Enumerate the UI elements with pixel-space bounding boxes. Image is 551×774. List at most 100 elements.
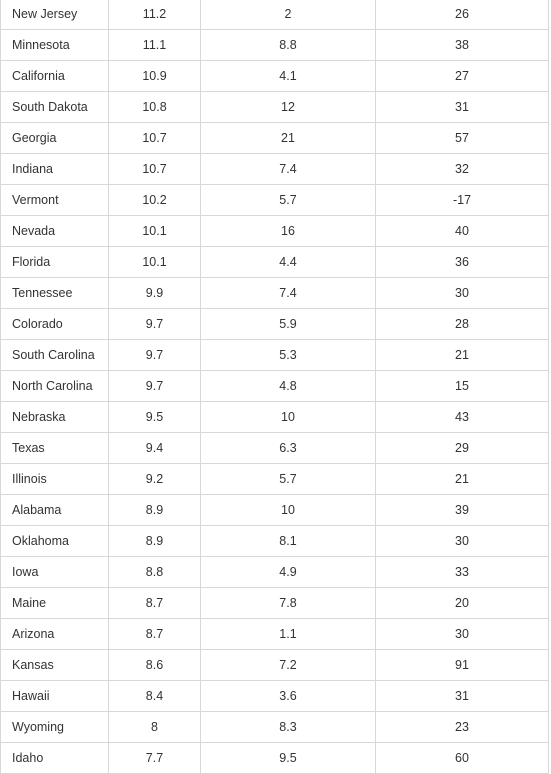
value-3-cell: 30	[375, 277, 549, 309]
state-cell: Georgia	[0, 122, 109, 154]
state-cell: Oklahoma	[0, 525, 109, 557]
state-cell: Illinois	[0, 463, 109, 495]
table-row: South Dakota 10.8 12 31	[0, 91, 549, 123]
value-1-cell: 10.1	[108, 246, 201, 278]
value-1-cell: 9.7	[108, 339, 201, 371]
value-1-cell: 11.1	[108, 29, 201, 61]
value-3-cell: 60	[375, 742, 549, 774]
value-2-cell: 5.3	[200, 339, 376, 371]
value-2-cell: 5.9	[200, 308, 376, 340]
value-1-cell: 7.7	[108, 742, 201, 774]
state-cell: North Carolina	[0, 370, 109, 402]
table-row: Iowa 8.8 4.9 33	[0, 556, 549, 588]
value-2-cell: 10	[200, 494, 376, 526]
table-row: Kansas 8.6 7.2 91	[0, 649, 549, 681]
state-cell: Wyoming	[0, 711, 109, 743]
value-3-cell: 91	[375, 649, 549, 681]
value-3-cell: 15	[375, 370, 549, 402]
table-row: Georgia 10.7 21 57	[0, 122, 549, 154]
state-cell: Arizona	[0, 618, 109, 650]
value-2-cell: 5.7	[200, 463, 376, 495]
value-3-cell: 29	[375, 432, 549, 464]
table-row: Wyoming 8 8.3 23	[0, 711, 549, 743]
value-2-cell: 7.4	[200, 153, 376, 185]
value-3-cell: 27	[375, 60, 549, 92]
table-row: Oklahoma 8.9 8.1 30	[0, 525, 549, 557]
state-cell: Vermont	[0, 184, 109, 216]
value-2-cell: 10	[200, 401, 376, 433]
table-row: California 10.9 4.1 27	[0, 60, 549, 92]
state-cell: Indiana	[0, 153, 109, 185]
table-row: Texas 9.4 6.3 29	[0, 432, 549, 464]
state-cell: Nebraska	[0, 401, 109, 433]
value-3-cell: 30	[375, 525, 549, 557]
value-1-cell: 8.7	[108, 587, 201, 619]
value-2-cell: 9.5	[200, 742, 376, 774]
value-3-cell: 40	[375, 215, 549, 247]
state-cell: Nevada	[0, 215, 109, 247]
state-cell: Tennessee	[0, 277, 109, 309]
value-1-cell: 9.2	[108, 463, 201, 495]
value-2-cell: 4.9	[200, 556, 376, 588]
value-1-cell: 9.7	[108, 308, 201, 340]
value-3-cell: 21	[375, 339, 549, 371]
value-1-cell: 8	[108, 711, 201, 743]
value-1-cell: 10.7	[108, 153, 201, 185]
table-row: Minnesota 11.1 8.8 38	[0, 29, 549, 61]
value-1-cell: 10.7	[108, 122, 201, 154]
state-cell: Texas	[0, 432, 109, 464]
value-1-cell: 9.4	[108, 432, 201, 464]
state-cell: Iowa	[0, 556, 109, 588]
table-row: Hawaii 8.4 3.6 31	[0, 680, 549, 712]
state-cell: California	[0, 60, 109, 92]
value-2-cell: 7.8	[200, 587, 376, 619]
value-1-cell: 10.2	[108, 184, 201, 216]
value-2-cell: 4.4	[200, 246, 376, 278]
table-row: Vermont 10.2 5.7 -17	[0, 184, 549, 216]
value-3-cell: -17	[375, 184, 549, 216]
value-3-cell: 31	[375, 91, 549, 123]
state-cell: Florida	[0, 246, 109, 278]
value-3-cell: 31	[375, 680, 549, 712]
table-row: Arizona 8.7 1.1 30	[0, 618, 549, 650]
value-2-cell: 7.2	[200, 649, 376, 681]
value-3-cell: 36	[375, 246, 549, 278]
table-row: Nevada 10.1 16 40	[0, 215, 549, 247]
state-cell: Colorado	[0, 308, 109, 340]
value-3-cell: 28	[375, 308, 549, 340]
value-2-cell: 4.8	[200, 370, 376, 402]
value-1-cell: 8.9	[108, 494, 201, 526]
value-2-cell: 12	[200, 91, 376, 123]
value-1-cell: 9.7	[108, 370, 201, 402]
value-3-cell: 57	[375, 122, 549, 154]
value-3-cell: 20	[375, 587, 549, 619]
value-3-cell: 39	[375, 494, 549, 526]
value-3-cell: 23	[375, 711, 549, 743]
table-row: Illinois 9.2 5.7 21	[0, 463, 549, 495]
value-3-cell: 32	[375, 153, 549, 185]
value-1-cell: 9.9	[108, 277, 201, 309]
value-3-cell: 21	[375, 463, 549, 495]
value-3-cell: 43	[375, 401, 549, 433]
value-1-cell: 8.7	[108, 618, 201, 650]
table-row: Florida 10.1 4.4 36	[0, 246, 549, 278]
table-row: Indiana 10.7 7.4 32	[0, 153, 549, 185]
value-2-cell: 1.1	[200, 618, 376, 650]
value-1-cell: 10.1	[108, 215, 201, 247]
state-cell: Maine	[0, 587, 109, 619]
value-3-cell: 30	[375, 618, 549, 650]
state-cell: Hawaii	[0, 680, 109, 712]
table-row: New Jersey 11.2 2 26	[0, 0, 549, 30]
value-2-cell: 2	[200, 0, 376, 30]
state-cell: Alabama	[0, 494, 109, 526]
table-row: Alabama 8.9 10 39	[0, 494, 549, 526]
value-3-cell: 38	[375, 29, 549, 61]
value-1-cell: 9.5	[108, 401, 201, 433]
value-2-cell: 16	[200, 215, 376, 247]
value-3-cell: 33	[375, 556, 549, 588]
table-row: South Carolina 9.7 5.3 21	[0, 339, 549, 371]
value-2-cell: 21	[200, 122, 376, 154]
state-cell: Kansas	[0, 649, 109, 681]
value-1-cell: 8.9	[108, 525, 201, 557]
